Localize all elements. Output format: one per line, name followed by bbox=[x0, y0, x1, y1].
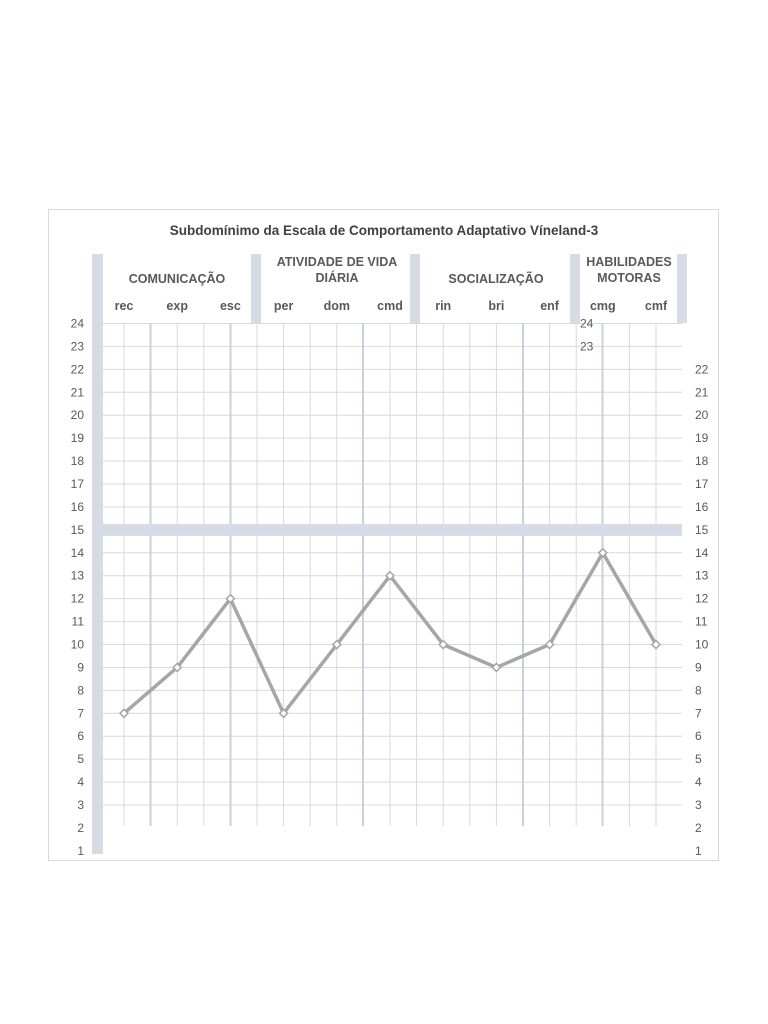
data-point-rec bbox=[118, 708, 130, 719]
data-point-cmd bbox=[384, 570, 396, 581]
domain-label: SOCIALIZAÇÃO bbox=[448, 271, 543, 286]
header-band-4 bbox=[677, 254, 687, 323]
inner-tick-label: 23 bbox=[580, 339, 594, 353]
left-tick-label: 22 bbox=[71, 362, 85, 376]
data-point-per bbox=[278, 708, 289, 719]
category-labels: rec exp esc per dom cmd rin bri enf cmg cmf bbox=[115, 299, 668, 313]
data-point-dom bbox=[331, 639, 342, 650]
left-tick-label: 11 bbox=[72, 615, 85, 629]
left-tick-label: 3 bbox=[77, 798, 84, 812]
category-label-esc: esc bbox=[220, 299, 241, 313]
left-tick-label: 2 bbox=[77, 821, 84, 835]
domain-label-line: MOTORAS bbox=[597, 271, 661, 285]
left-tick-label: 17 bbox=[71, 477, 85, 491]
data-point-exp bbox=[172, 662, 183, 673]
reference-line bbox=[92, 523, 682, 536]
right-tick-label: 9 bbox=[695, 660, 702, 674]
left-tick-label: 18 bbox=[71, 454, 85, 468]
data-point-cmg bbox=[597, 547, 608, 558]
right-tick-label: 18 bbox=[695, 454, 709, 468]
category-label-cmd: cmd bbox=[377, 299, 403, 313]
domain-label-line: HABILIDADES bbox=[586, 255, 671, 269]
category-label-bri: bri bbox=[488, 299, 504, 313]
category-label-enf: enf bbox=[540, 299, 560, 313]
domain-label-line: ATIVIDADE DE VIDA bbox=[277, 255, 398, 269]
left-tick-label: 7 bbox=[77, 706, 84, 720]
data-point-rin bbox=[438, 639, 449, 650]
header-band-2 bbox=[410, 254, 420, 323]
data-point-enf bbox=[544, 639, 555, 650]
right-tick-label: 19 bbox=[695, 431, 709, 445]
left-tick-label: 4 bbox=[77, 775, 84, 789]
left-tick-label: 5 bbox=[77, 752, 84, 766]
right-tick-label: 13 bbox=[695, 569, 709, 583]
right-tick-label: 22 bbox=[695, 362, 709, 376]
chart-title: Subdomínimo da Escala de Comportamento A… bbox=[170, 223, 599, 238]
domain-separators bbox=[149, 323, 604, 826]
right-tick-label: 10 bbox=[695, 638, 709, 652]
left-tick-label: 1 bbox=[77, 844, 84, 858]
left-tick-label: 15 bbox=[71, 523, 85, 537]
right-tick-label: 5 bbox=[695, 752, 702, 766]
right-tick-label: 15 bbox=[695, 523, 709, 537]
inner-axis-ticks: 24 23 bbox=[580, 317, 594, 354]
category-label-cmf: cmf bbox=[645, 299, 668, 313]
left-tick-label: 9 bbox=[77, 660, 84, 674]
left-tick-label: 16 bbox=[71, 500, 85, 514]
left-tick-label: 23 bbox=[71, 339, 85, 353]
right-tick-label: 11 bbox=[695, 615, 708, 629]
chart-frame bbox=[48, 209, 719, 861]
right-tick-label: 6 bbox=[695, 729, 702, 743]
series-layer bbox=[118, 547, 662, 719]
left-tick-label: 19 bbox=[71, 431, 85, 445]
right-tick-label: 16 bbox=[695, 500, 709, 514]
right-tick-label: 7 bbox=[695, 706, 702, 720]
data-point-cmf bbox=[650, 639, 662, 650]
right-tick-label: 3 bbox=[695, 798, 702, 812]
right-tick-label: 21 bbox=[695, 385, 709, 399]
right-tick-label: 2 bbox=[695, 821, 702, 835]
left-tick-label: 13 bbox=[71, 569, 85, 583]
category-label-exp: exp bbox=[166, 299, 188, 313]
right-tick-label: 20 bbox=[695, 408, 709, 422]
category-label-per: per bbox=[274, 299, 294, 313]
right-tick-label: 14 bbox=[695, 546, 709, 560]
left-tick-label: 12 bbox=[71, 592, 85, 606]
left-tick-label: 10 bbox=[71, 638, 85, 652]
domain-label: COMUNICAÇÃO bbox=[129, 271, 226, 286]
category-label-rec: rec bbox=[115, 299, 134, 313]
left-tick-label: 24 bbox=[71, 317, 85, 331]
left-tick-label: 8 bbox=[77, 683, 84, 697]
reference-band bbox=[92, 523, 682, 536]
right-tick-label: 17 bbox=[695, 477, 709, 491]
domain-label-line: DIÁRIA bbox=[315, 270, 358, 285]
header-band-3 bbox=[570, 254, 580, 323]
left-tick-label: 14 bbox=[71, 546, 85, 560]
right-tick-label: 4 bbox=[695, 775, 702, 789]
header-band-1 bbox=[251, 254, 261, 323]
left-tick-label: 20 bbox=[71, 408, 85, 422]
inner-tick-label: 24 bbox=[580, 317, 594, 331]
category-label-dom: dom bbox=[324, 299, 350, 313]
data-point-bri bbox=[491, 662, 502, 673]
category-label-rin: rin bbox=[435, 299, 451, 313]
right-tick-label: 8 bbox=[695, 683, 702, 697]
right-tick-label: 1 bbox=[695, 844, 702, 858]
right-tick-label: 12 bbox=[695, 592, 709, 606]
category-label-cmg: cmg bbox=[590, 299, 616, 313]
left-tick-label: 6 bbox=[77, 729, 84, 743]
left-tick-label: 21 bbox=[71, 385, 85, 399]
data-point-esc bbox=[225, 593, 236, 604]
